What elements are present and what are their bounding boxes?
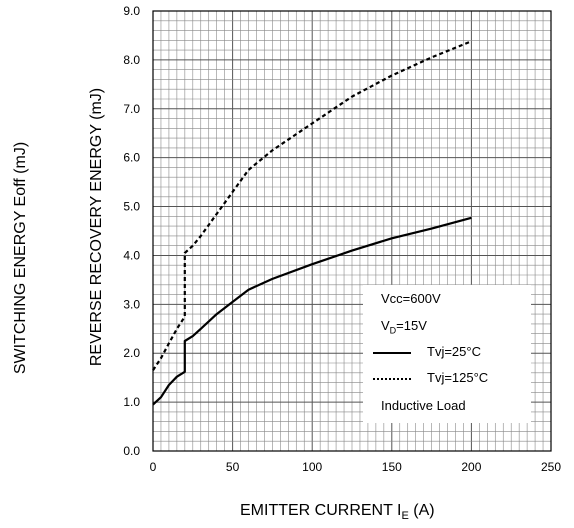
legend-swatch-125c: [373, 378, 411, 380]
tick-labels: 0 50 100 150 200 250 0.0 1.0 2.0 3.0 4.0 5.0 6.0 7.0 8…: [123, 4, 561, 474]
legend: Vcc=600V VD=15V Tvj=25°C Tvj=125°C Induc…: [363, 285, 531, 423]
x-tick-label: 150: [382, 460, 402, 474]
legend-vd-subscript: D: [389, 325, 397, 336]
y-tick-label: 7.0: [123, 102, 140, 116]
legend-vd-value: =15V: [396, 318, 427, 333]
x-tick-label: 200: [461, 460, 481, 474]
legend-swatch-25c: [373, 352, 411, 354]
x-axis-title-unit: (A): [408, 502, 435, 519]
y-tick-label: 4.0: [123, 248, 140, 262]
x-tick-label: 100: [302, 460, 322, 474]
x-tick-label: 250: [541, 460, 561, 474]
legend-condition-vcc: Vcc=600V: [381, 291, 441, 306]
x-axis-title-text: EMITTER CURRENT I: [240, 502, 402, 519]
x-axis-title: EMITTER CURRENT IE (A): [240, 502, 435, 522]
x-axis-title-subscript: E: [401, 510, 409, 523]
y-axis-title-switching-energy: SWITCHING ENERGY Eoff (mJ): [12, 141, 30, 375]
x-tick-label: 0: [150, 460, 157, 474]
legend-note: Inductive Load: [381, 398, 466, 413]
plot-frame: [152, 10, 552, 452]
y-tick-label: 0.0: [123, 444, 140, 458]
y-tick-label: 8.0: [123, 53, 140, 67]
y-tick-label: 2.0: [123, 346, 140, 360]
y-tick-label: 3.0: [123, 297, 140, 311]
series-lines: [152, 40, 472, 406]
y-tick-label: 9.0: [123, 4, 140, 18]
y-tick-label: 6.0: [123, 151, 140, 165]
legend-label-125c: Tvj=125°C: [427, 370, 489, 385]
y-tick-label: 5.0: [123, 200, 140, 214]
legend-label-25c: Tvj=25°C: [427, 344, 481, 359]
legend-condition-vd: VD=15V: [381, 318, 427, 336]
y-axis-title-reverse-recovery: REVERSE RECOVERY ENERGY (mJ): [88, 87, 106, 367]
series-line-tvj-25c: [152, 216, 472, 406]
legend-vd-symbol: V: [381, 318, 390, 333]
x-tick-label: 50: [226, 460, 240, 474]
series-line-tvj-125c: [152, 40, 472, 371]
y-tick-label: 1.0: [123, 395, 140, 409]
